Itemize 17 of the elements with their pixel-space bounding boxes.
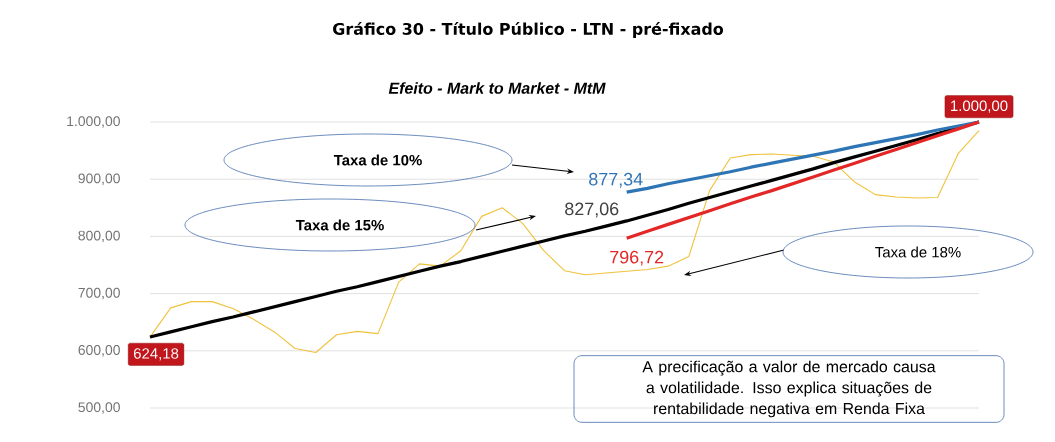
annotation: Taxa de 10% [333,154,422,166]
annotation: A precificação a valor de mercado causa a volatilidade. Isso explica situações de rentabilidade negativa em Renda Fixa [642,360,936,418]
data-label: 1.000,00 [951,100,1008,113]
y-tick-label: 1.000,00 [67,116,120,128]
annotation: Taxa de 18% [875,246,961,258]
y-tick-label: 800,00 [78,230,120,243]
annotation: Taxa de 15% [295,219,384,231]
y-tick-label: 900,00 [78,173,120,185]
y-tick-label: 700,00 [78,287,120,300]
data-label: 624,18 [133,348,179,361]
chart-subtitle: Efeito - Mark to Market - MtM [388,82,606,94]
chart-title: Gráfico 30 - Título Público - LTN - pré-fixado [333,21,724,39]
y-tick-label: 600,00 [78,345,120,357]
data-label: 877,34 [589,172,643,188]
data-label: 796,72 [610,250,664,266]
data-label: 827,06 [565,202,619,218]
y-tick-label: 500,00 [78,402,120,414]
